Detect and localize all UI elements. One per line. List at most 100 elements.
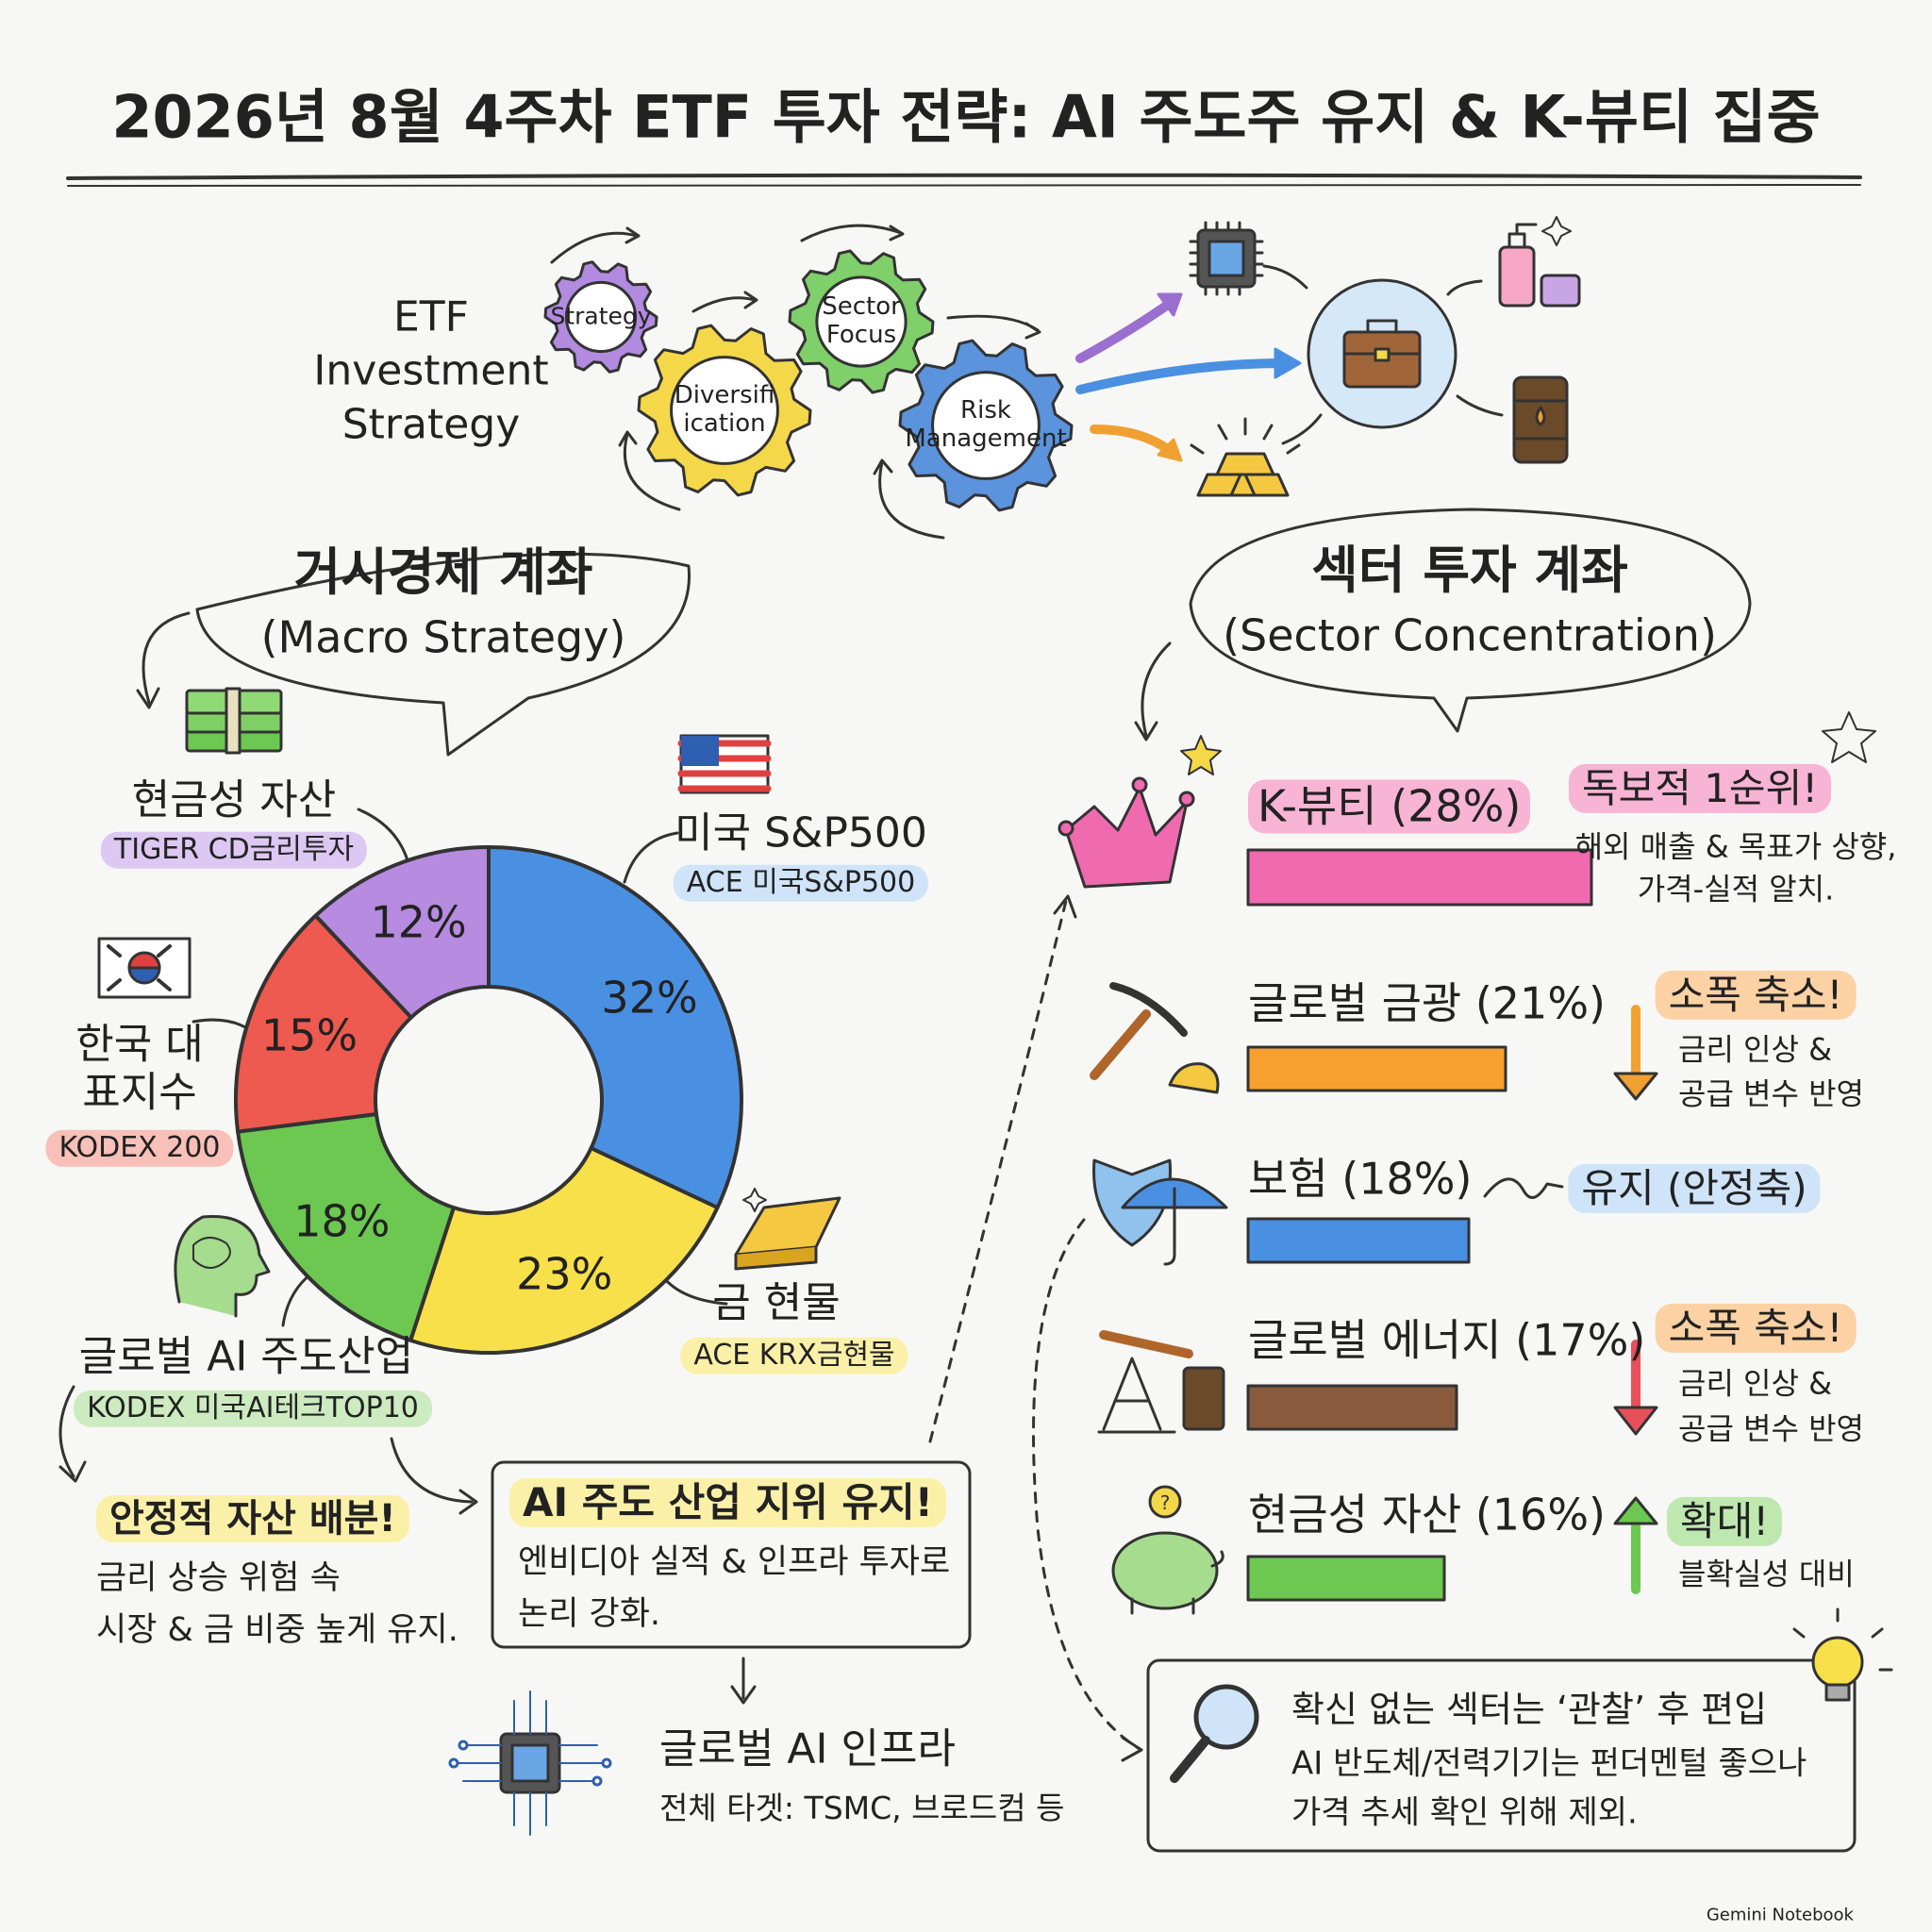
korea-flag-icon [97, 937, 192, 999]
dashed-arrow [928, 899, 1068, 1443]
sector-tag: 유지 (안정축) [1568, 1163, 1821, 1214]
arrow [878, 460, 945, 540]
arrow [58, 1460, 87, 1483]
arrow [691, 296, 757, 313]
arrow [1274, 347, 1302, 379]
arrow [946, 314, 1040, 332]
arrow [142, 611, 191, 705]
dashed-arrow [1032, 1218, 1141, 1751]
arrow [1053, 894, 1077, 919]
sector-note: 공급 변수 반영 [1678, 1410, 1864, 1447]
gear-label: Management [905, 424, 1067, 453]
arrow [58, 1385, 75, 1478]
title: 2026년 8월 4주차 ETF 투자 전략: AI 주도주 유지 & K-뷰티… [111, 82, 1821, 152]
sector-note: 블확실성 대비 [1678, 1556, 1855, 1592]
briefcase-icon [1307, 278, 1457, 429]
box-title: 확신 없는 섹터는 ‘관찰’ 후 편입 [1291, 1689, 1768, 1731]
gear-label: ication [683, 408, 766, 438]
bubble-title: (Macro Strategy) [260, 611, 626, 663]
crown-icon [1058, 711, 1876, 889]
arrow [1446, 279, 1483, 296]
bar [1246, 1217, 1471, 1264]
cosmetics-icon [1498, 216, 1581, 308]
sector-note: 공급 변수 반영 [1678, 1075, 1864, 1112]
arrow [1075, 295, 1179, 363]
gear-label: Diversifi [674, 381, 775, 410]
bar-label: 글로벌 에너지 (17%) [1248, 1314, 1646, 1366]
sector-note: 금리 인상 & [1678, 1031, 1833, 1068]
arrow [730, 1685, 757, 1705]
arrow [1090, 425, 1174, 456]
callout-box [491, 1460, 972, 1649]
slice-label: 18% [293, 1195, 391, 1247]
arrow [625, 226, 641, 244]
slice-label: 32% [601, 972, 698, 1024]
arrow [1281, 413, 1323, 445]
chip-icon [1189, 221, 1264, 296]
box-line: 엔비디아 실적 & 인프라 투자로 [518, 1542, 951, 1581]
up-arrow [1613, 1496, 1658, 1525]
arrow [1157, 438, 1183, 462]
title-underline [67, 182, 1861, 187]
magnifier-icon [1170, 1684, 1259, 1783]
infra-title: 글로벌 AI 인프라 [659, 1724, 956, 1774]
bar-label: 보험 (18%) [1248, 1153, 1473, 1205]
speech-bubble [195, 552, 691, 757]
arrow [1134, 721, 1158, 741]
gold-bars-icon [1190, 417, 1301, 497]
note-line: 시장 & 금 비중 높게 유지. [96, 1610, 458, 1649]
slice-label: 12% [370, 896, 467, 948]
arrow [623, 432, 681, 511]
sector-note: 가격-실적 알치. [1637, 871, 1835, 908]
chip-icon [448, 1690, 612, 1836]
gear-hub [815, 275, 908, 368]
sector-note: 금리 인상 & [1678, 1365, 1833, 1402]
bubble-title: 섹터 투자 계좌 [1311, 540, 1628, 600]
arrow [390, 1437, 474, 1504]
brain-icon [174, 1215, 271, 1318]
note-title: 안정적 자산 배분! [96, 1495, 409, 1542]
gear-label: Risk [960, 396, 1011, 425]
gear-label: Focus [825, 320, 897, 349]
arrow [1262, 264, 1308, 290]
slice-label: 15% [260, 1009, 358, 1061]
arrow [1157, 292, 1183, 317]
bar [1246, 848, 1593, 907]
gear-label: Sector [822, 292, 901, 322]
etf-label: TIGER CD금리투자 [100, 831, 368, 869]
etf-label: KODEX 200 [45, 1129, 234, 1167]
arrow [1121, 1736, 1143, 1762]
connector [281, 1272, 313, 1327]
bar-label: 글로벌 금광 (21%) [1248, 977, 1606, 1029]
donut-slice [408, 1146, 720, 1355]
strategy-label: ETF [393, 292, 469, 341]
bubble-title: 거시경제 계좌 [293, 541, 593, 602]
bubble-title: (Sector Concentration) [1223, 609, 1717, 661]
bar [1246, 1045, 1507, 1092]
bar-label: K-뷰티 (28%) [1248, 779, 1531, 834]
title-underline [66, 173, 1862, 180]
donut-slice [487, 845, 743, 1210]
sector-tag: 소폭 축소! [1655, 970, 1857, 1021]
category-label: 현금성 자산 [131, 775, 337, 824]
note-line: 금리 상승 위험 속 [96, 1558, 341, 1597]
donut-slice [313, 845, 491, 1020]
box-line: 논리 강화. [518, 1594, 661, 1633]
arrow [1141, 641, 1172, 738]
infra-line: 전체 타겟: TSMC, 브로드컴 등 [659, 1790, 1065, 1827]
strategy-label: Investment [313, 346, 549, 395]
gear-hub [931, 371, 1041, 480]
piggy-icon: ? [1111, 1485, 1224, 1615]
squiggle-arrow [1483, 1177, 1564, 1199]
arrow [800, 224, 903, 242]
bar [1246, 1555, 1446, 1602]
bulb-icon [1792, 1607, 1893, 1702]
slice-label: 23% [516, 1248, 613, 1300]
category-label: 글로벌 AI 주도산업 [78, 1332, 414, 1381]
etf-label: KODEX 미국AI테크TOP10 [74, 1390, 432, 1427]
shield-umbrella-icon [1092, 1158, 1228, 1266]
us-flag-icon [677, 734, 772, 794]
oil-pump-icon [1097, 1330, 1225, 1434]
